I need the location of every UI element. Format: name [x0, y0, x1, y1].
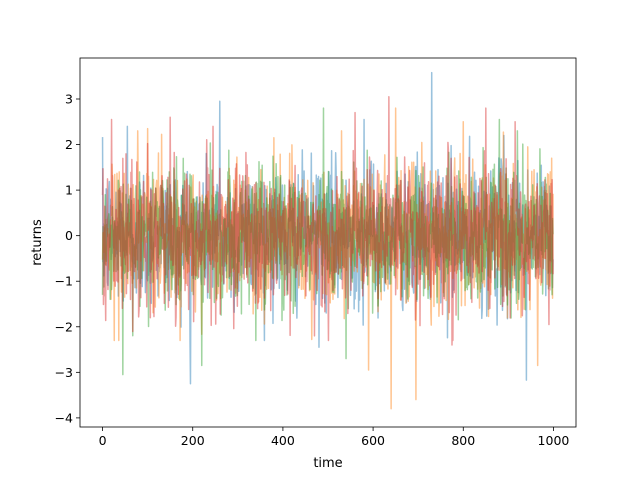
series-line-3: [101, 107, 554, 376]
x-axis: 0 200 400 600 800 1000: [99, 427, 570, 448]
x-tick-label: 800: [451, 433, 475, 448]
y-axis: −4 −3 −2 −1 0 1 2 3: [55, 92, 80, 425]
x-tick-label: 400: [271, 433, 295, 448]
x-axis-label: time: [313, 456, 342, 471]
y-tick-label: −1: [55, 274, 73, 289]
y-tick-label: 2: [65, 137, 73, 152]
y-tick-label: −4: [55, 410, 73, 425]
x-tick-label: 0: [99, 433, 107, 448]
series-line-4: [101, 95, 554, 346]
y-tick-label: −2: [55, 319, 73, 334]
series-line-2: [101, 107, 554, 410]
x-tick-label: 600: [361, 433, 385, 448]
plot-frame: [79, 57, 577, 428]
series-group: [101, 71, 554, 410]
y-tick-label: 1: [65, 183, 73, 198]
x-tick-label: 200: [181, 433, 205, 448]
x-tick-label: 1000: [538, 433, 570, 448]
y-tick-label: 0: [65, 228, 73, 243]
series-line-1: [101, 71, 554, 385]
y-tick-label: 3: [65, 92, 73, 107]
y-tick-label: −3: [55, 365, 73, 380]
y-axis-label: returns: [30, 219, 45, 266]
